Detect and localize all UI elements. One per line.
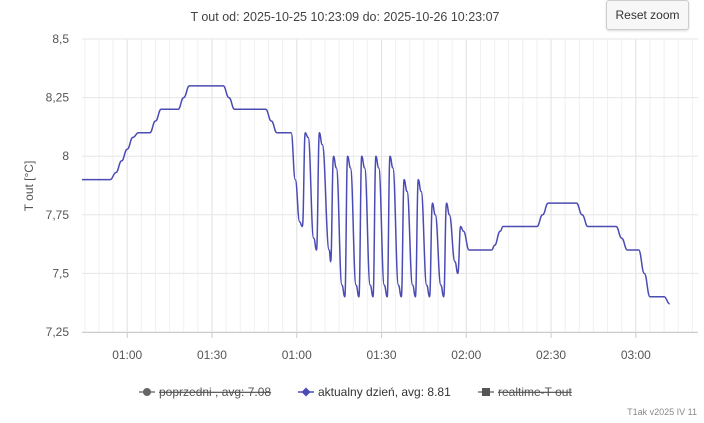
x-tick-label: 01:00 (112, 348, 142, 362)
legend[interactable]: poprzedni , avg: 7.08 aktualny dzień, avg… (139, 385, 572, 399)
series-line (82, 85, 670, 305)
legend-item[interactable]: realtime-T out (478, 385, 572, 399)
legend-circle-marker (143, 388, 151, 396)
grid (82, 38, 698, 333)
x-tick-label: 02:00 (451, 348, 481, 362)
y-axis-label: T out [°C] (22, 161, 36, 212)
reset-zoom-button[interactable]: Reset zoom (606, 0, 689, 30)
y-axis-ticks: 7,25 7,5 7,75 8 8,25 8,5 (46, 32, 70, 339)
x-tick-label: 01:30 (367, 348, 397, 362)
legend-diamond-marker (301, 387, 311, 397)
y-tick-label: 7,75 (46, 208, 70, 222)
chart-title: T out od: 2025-10-25 10:23:09 do: 2025-1… (190, 10, 499, 24)
y-tick-label: 8 (62, 149, 69, 163)
series-layer (82, 85, 670, 305)
legend-square-marker (482, 388, 490, 396)
x-tick-label: 02:30 (536, 348, 566, 362)
x-axis-ticks: 01:00 01:30 01:00 01:30 02:00 02:30 03:00 (112, 332, 651, 362)
y-tick-label: 8,25 (46, 91, 70, 105)
y-tick-label: 8,5 (52, 32, 69, 46)
y-tick-label: 7,25 (46, 325, 70, 339)
legend-item[interactable]: poprzedni , avg: 7.08 (139, 385, 271, 399)
x-tick-label: 01:30 (197, 348, 227, 362)
credits[interactable]: T1ak v2025 IV 11 (627, 407, 697, 417)
y-tick-label: 7,5 (52, 266, 69, 280)
x-tick-label: 01:00 (282, 348, 312, 362)
legend-label: realtime-T out (498, 385, 572, 399)
legend-label: poprzedni , avg: 7.08 (159, 385, 271, 399)
x-tick-label: 03:00 (621, 348, 651, 362)
legend-item[interactable]: aktualny dzień, avg: 8.81 (298, 385, 451, 399)
legend-label: aktualny dzień, avg: 8.81 (318, 385, 451, 399)
